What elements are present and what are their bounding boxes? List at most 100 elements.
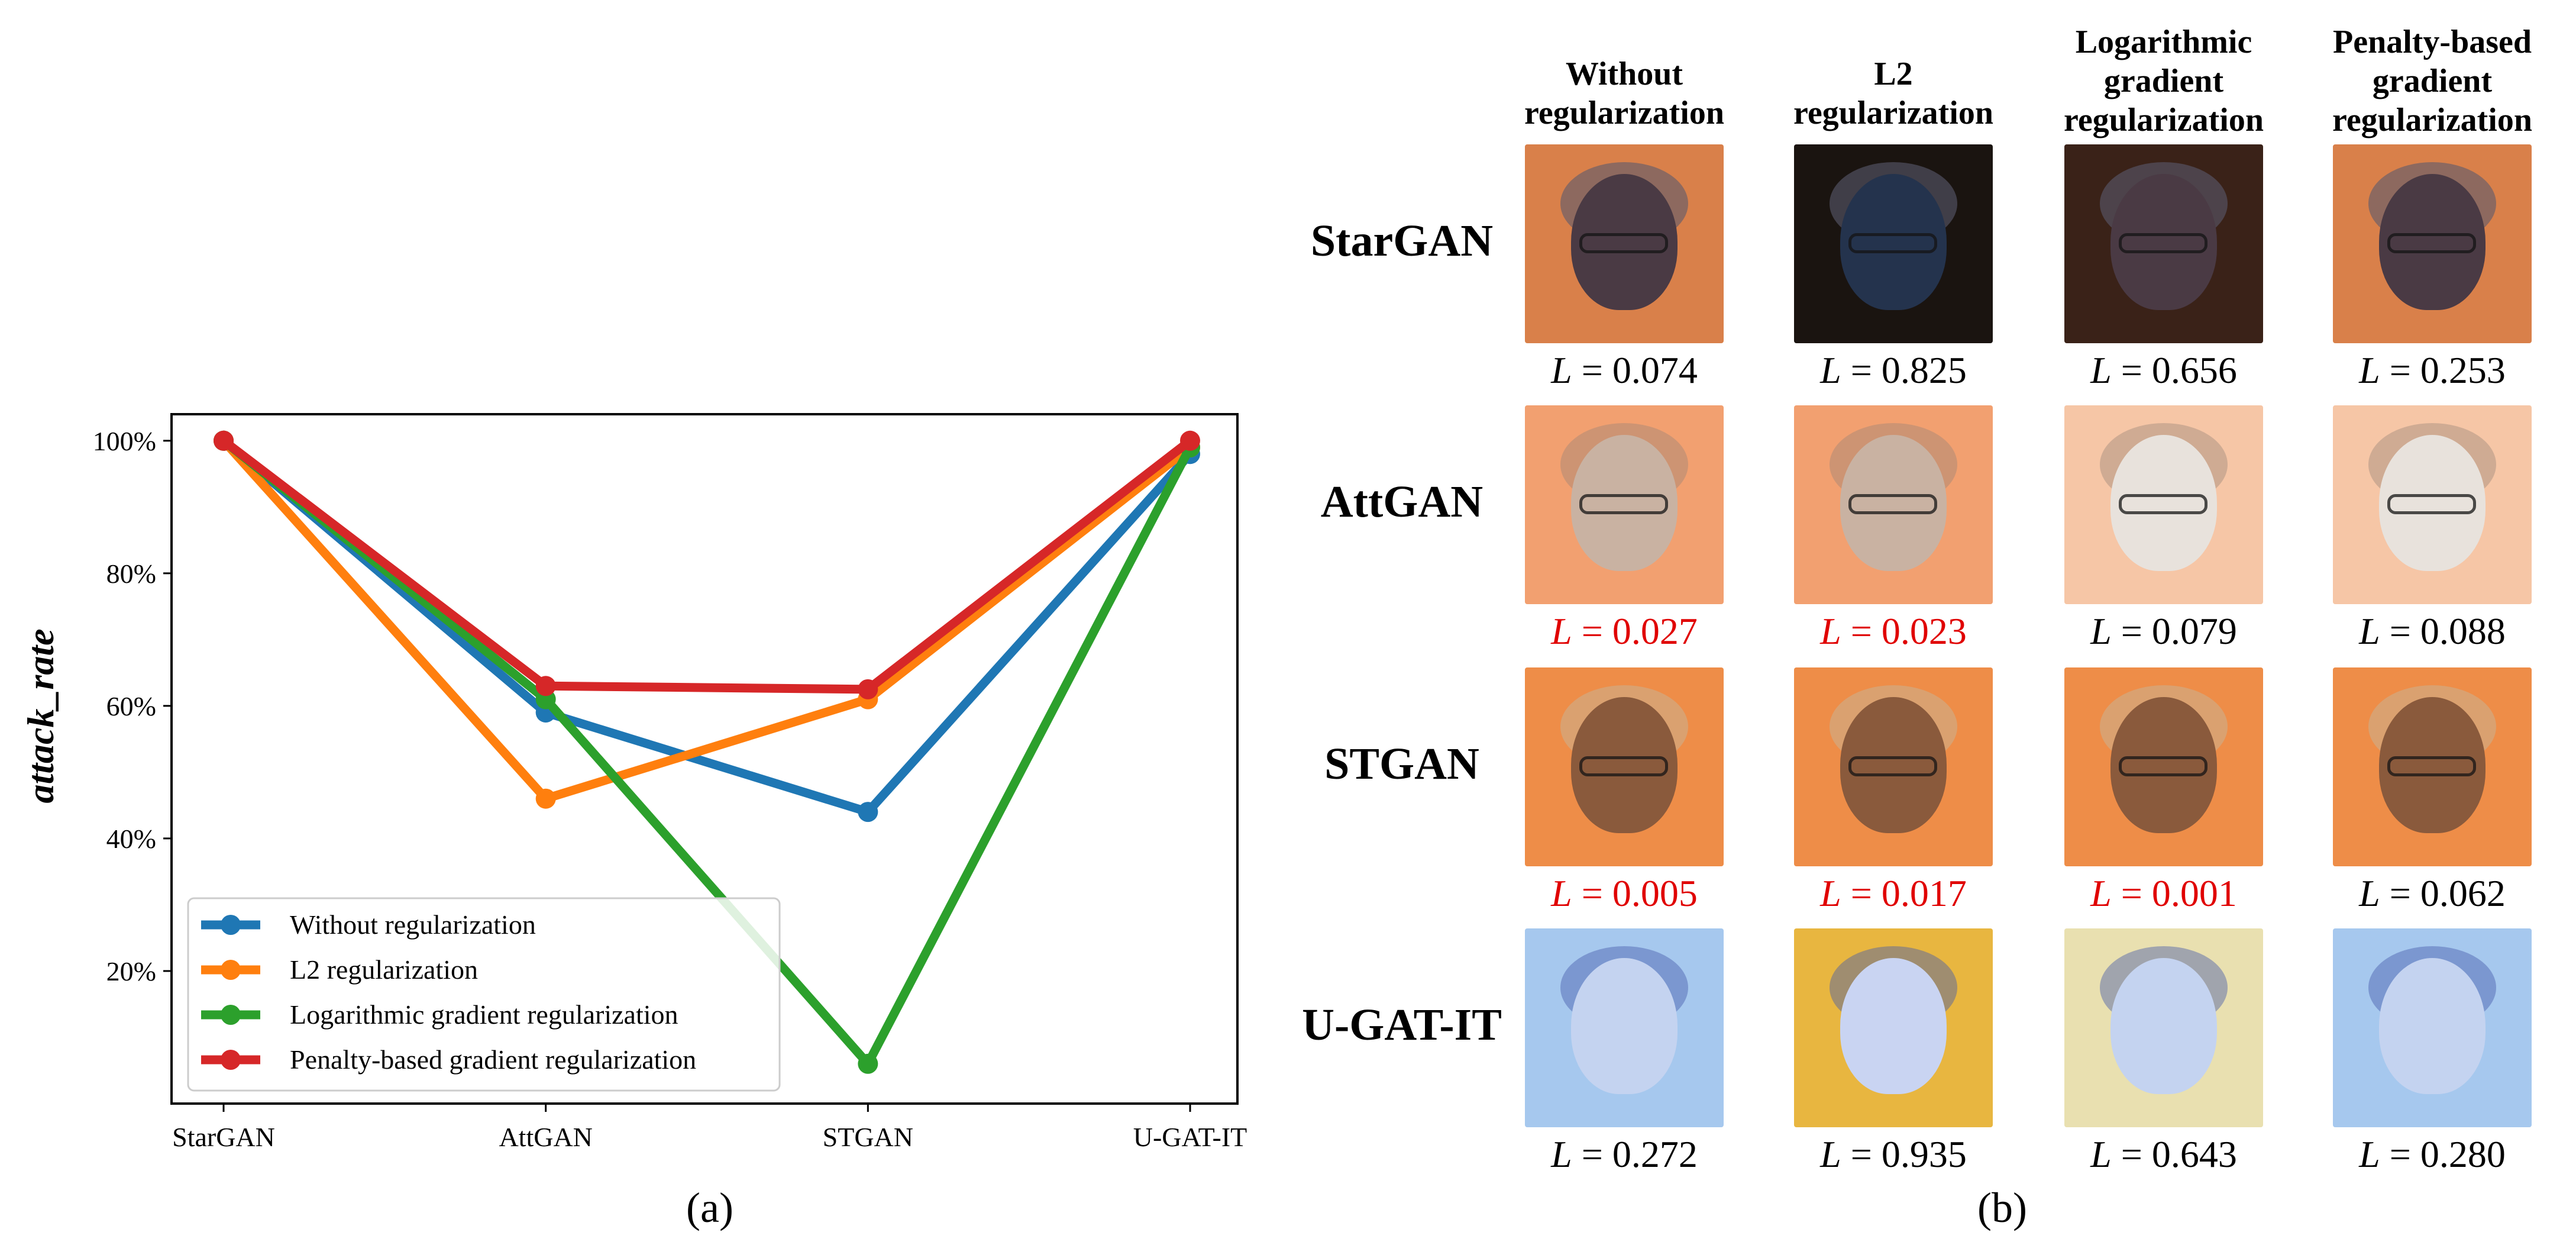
result-image <box>2064 405 2263 604</box>
series-line-4 <box>221 437 1193 694</box>
loss-number: 0.062 <box>2420 872 2506 914</box>
legend-marker <box>221 915 241 935</box>
loss-number: 0.074 <box>1612 349 1698 391</box>
legend-label: Without regularization <box>290 909 536 940</box>
loss-number: 0.017 <box>1881 872 1967 914</box>
legend-marker <box>221 960 241 980</box>
face-shape <box>1571 697 1678 833</box>
face-shape <box>2110 435 2217 571</box>
column-header: L2 regularization <box>1793 56 1994 131</box>
caption-a: (a) <box>686 1184 733 1231</box>
loss-symbol: L <box>1820 349 1841 391</box>
loss-number: 0.027 <box>1612 610 1698 652</box>
face-shape <box>1571 958 1678 1094</box>
loss-value: L = 0.272 <box>1551 1133 1698 1175</box>
loss-number: 0.001 <box>2151 872 2237 914</box>
loss-number: 0.643 <box>2151 1133 2237 1175</box>
data-point <box>858 679 878 699</box>
loss-value: L = 0.017 <box>1820 872 1967 914</box>
face-shape <box>2379 174 2485 310</box>
loss-number: 0.935 <box>1881 1133 1967 1175</box>
data-point <box>535 788 556 809</box>
loss-value: L = 0.253 <box>2359 349 2506 391</box>
loss-number: 0.005 <box>1612 872 1698 914</box>
glasses-shape <box>1848 494 1937 514</box>
result-image <box>2064 667 2263 866</box>
loss-symbol: L <box>1551 872 1572 914</box>
x-tick-label: STGAN <box>823 1122 913 1152</box>
face-shape <box>2379 435 2485 571</box>
column-header: Penalty-based gradient regularization <box>2332 24 2533 138</box>
legend-box <box>187 897 781 1092</box>
glasses-shape <box>2387 756 2476 776</box>
legend-label: Penalty-based gradient regularization <box>290 1044 696 1075</box>
face-shape <box>1840 174 1947 310</box>
loss-symbol: L <box>2090 872 2112 914</box>
loss-symbol: L <box>2359 349 2380 391</box>
face-shape <box>1840 697 1947 833</box>
loss-value: L = 0.074 <box>1551 349 1698 391</box>
loss-number: 0.253 <box>2420 349 2506 391</box>
face-shape <box>2110 697 2217 833</box>
loss-symbol: L <box>1820 1133 1841 1175</box>
row-header-u-gat-it: U-GAT-IT <box>1302 1000 1502 1050</box>
loss-value: L = 0.079 <box>2090 610 2237 652</box>
face-shape <box>2110 174 2217 310</box>
x-tick-label: StarGAN <box>172 1122 275 1152</box>
loss-value: L = 0.825 <box>1820 349 1967 391</box>
face-shape <box>1840 435 1947 571</box>
loss-number: 0.825 <box>1881 349 1967 391</box>
result-image <box>1794 928 1993 1127</box>
row-header-stargan: StarGAN <box>1310 216 1494 266</box>
x-tick-label: U-GAT-IT <box>1133 1122 1247 1152</box>
result-image <box>2064 928 2263 1127</box>
face-shape <box>1571 435 1678 571</box>
column-header: Without regularization <box>1524 56 1725 131</box>
glasses-shape <box>1579 756 1668 776</box>
result-image <box>2333 144 2532 343</box>
loss-value: L = 0.088 <box>2359 610 2506 652</box>
legend-label: Logarithmic gradient regularization <box>290 999 678 1030</box>
series-line-1 <box>221 437 1194 817</box>
loss-symbol: L <box>1820 872 1841 914</box>
loss-number: 0.272 <box>1612 1133 1698 1175</box>
result-image <box>2064 144 2263 343</box>
loss-symbol: L <box>1551 349 1572 391</box>
image-grid-panel: Without regularization L2 regularization L… <box>1272 0 2576 1245</box>
legend-label: L2 regularization <box>290 954 478 985</box>
result-image <box>1525 405 1724 604</box>
loss-value: L = 0.280 <box>2359 1133 2506 1175</box>
loss-number: 0.280 <box>2420 1133 2506 1175</box>
glasses-shape <box>1848 756 1937 776</box>
loss-value: L = 0.935 <box>1820 1133 1967 1175</box>
face-shape <box>2379 958 2485 1094</box>
result-image <box>1794 144 1993 343</box>
y-tick-label: 40% <box>106 824 156 854</box>
y-tick-label: 20% <box>106 956 156 986</box>
glasses-shape <box>2387 233 2476 253</box>
glasses-shape <box>2119 756 2207 776</box>
loss-number: 0.656 <box>2151 349 2237 391</box>
loss-symbol: L <box>2090 610 2112 652</box>
loss-number: 0.023 <box>1881 610 1967 652</box>
data-point <box>214 430 234 451</box>
glasses-shape <box>1848 233 1937 253</box>
loss-symbol: L <box>2359 1133 2380 1175</box>
data-point <box>535 676 556 696</box>
result-image <box>2333 928 2532 1127</box>
result-image <box>1794 667 1993 866</box>
face-shape <box>2110 958 2217 1094</box>
result-image <box>1525 928 1724 1127</box>
result-image <box>1525 667 1724 866</box>
result-image <box>1794 405 1993 604</box>
loss-symbol: L <box>1820 610 1841 652</box>
glasses-shape <box>2119 494 2207 514</box>
loss-value: L = 0.027 <box>1551 610 1698 652</box>
attack-rate-line-chart: 20% 40% 60% 80% 100% StarGAN AttGAN STGAN U-GAT-… <box>20 413 1247 1152</box>
face-shape <box>1571 174 1678 310</box>
y-tick-label: 100% <box>93 426 156 456</box>
x-tick-label: AttGAN <box>499 1122 592 1152</box>
glasses-shape <box>1579 494 1668 514</box>
result-image <box>2333 405 2532 604</box>
caption-b: (b) <box>1977 1184 2027 1231</box>
